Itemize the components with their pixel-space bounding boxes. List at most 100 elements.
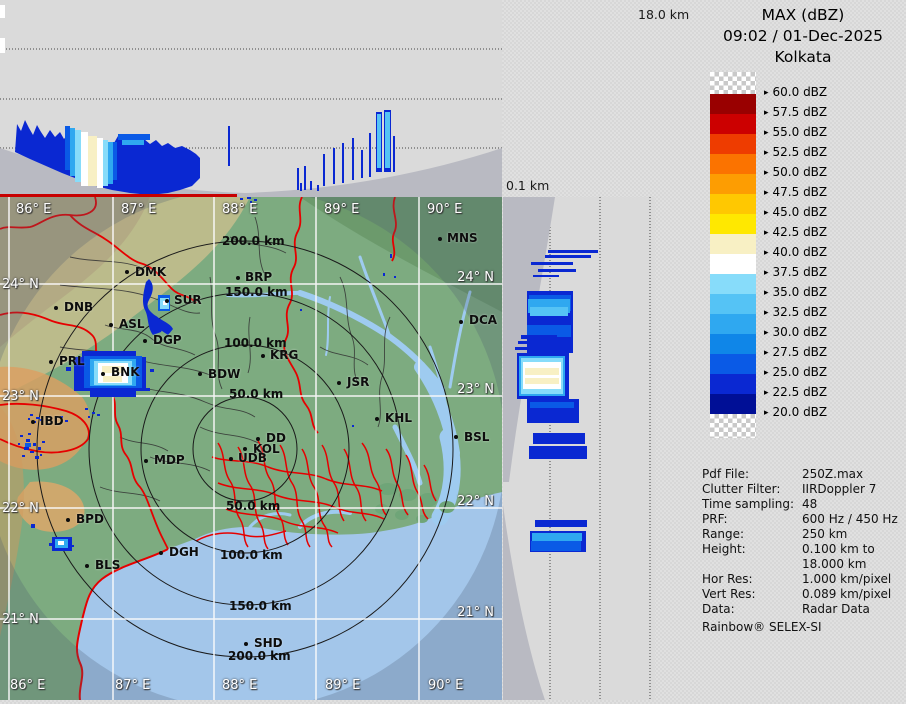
height-max-label: 18.0 km [638, 7, 690, 22]
legend-tick: ▸ 60.0 dBZ [764, 84, 827, 100]
city-dot [261, 354, 265, 358]
legend-band [710, 334, 756, 354]
grid-labels: 86° E 87° E 88° E 89° E 90° E 86° E 87° E 88° E… [2, 202, 494, 693]
radar-echo [66, 367, 71, 371]
meta-row: Data: Radar Data [702, 602, 904, 617]
legend-band [710, 134, 756, 154]
radar-echo [533, 275, 559, 277]
legend-tick: ▸ 35.0 dBZ [764, 284, 827, 300]
meta-value: 0.089 km/pixel [802, 587, 892, 601]
city-label: ASL [119, 317, 145, 331]
radar-echo [317, 185, 319, 191]
radar-echo [40, 419, 42, 421]
meta-value: 18.000 km [802, 557, 867, 571]
tick-arrow-icon: ▸ [764, 308, 769, 318]
radar-echo [65, 420, 68, 422]
radar-echo [527, 325, 571, 337]
radar-echo [530, 307, 568, 316]
radar-echo [254, 199, 257, 201]
color-scale [710, 72, 756, 438]
city-dot [49, 360, 53, 364]
meta-row: Time sampling: 48 [702, 497, 904, 512]
radar-echo [18, 443, 20, 445]
radar-echo [75, 130, 81, 182]
grid-label: 86° E [10, 678, 45, 693]
tick-arrow-icon: ▸ [764, 128, 769, 138]
radar-echo [22, 455, 25, 457]
tick-arrow-icon: ▸ [764, 408, 769, 418]
city-label: DGP [153, 333, 182, 347]
legend-band [710, 194, 756, 214]
meta-value: 600 Hz / 450 Hz [802, 512, 898, 526]
meta-value: 250 km [802, 527, 848, 541]
city-label: DD [266, 431, 286, 445]
legend-tick: ▸ 45.0 dBZ [764, 204, 827, 220]
legend-tick-label: 25.0 dBZ [772, 365, 828, 379]
radar-echo [38, 447, 41, 450]
radar-echo [515, 347, 533, 350]
legend-tick: ▸ 57.5 dBZ [764, 104, 827, 120]
tick-arrow-icon: ▸ [764, 248, 769, 258]
city-label: SHD [254, 636, 283, 650]
radar-echo [228, 126, 230, 166]
radar-echo [36, 417, 40, 419]
radar-echo [394, 276, 396, 278]
legend-tick: ▸ 52.5 dBZ [764, 144, 827, 160]
grid-label: 89° E [325, 678, 360, 693]
city-dot [109, 323, 113, 327]
range-ring-label: 200.0 km [222, 234, 285, 248]
radar-echo [385, 112, 390, 168]
tick-arrow-icon: ▸ [764, 188, 769, 198]
tick-arrow-icon: ▸ [764, 388, 769, 398]
radar-echo [529, 446, 587, 459]
meta-row: Vert Res: 0.089 km/pixel [702, 587, 904, 602]
city-label: DNB [64, 300, 93, 314]
city-label: UDB [238, 451, 267, 465]
meta-row: PRF: 600 Hz / 450 Hz [702, 512, 904, 527]
tick-arrow-icon: ▸ [764, 168, 769, 178]
legend-band [710, 274, 756, 294]
city-dot [165, 299, 169, 303]
city-dot [229, 457, 233, 461]
radar-echo [521, 335, 557, 339]
radar-echo [88, 416, 90, 418]
legend-tick: ▸ 27.5 dBZ [764, 344, 827, 360]
meta-value: Radar Data [802, 602, 870, 616]
city-dot [244, 642, 248, 646]
range-ring-label: 200.0 km [228, 649, 291, 663]
legend-band [710, 154, 756, 174]
radar-echo [300, 309, 302, 311]
axis-tick [0, 38, 5, 53]
radar-echo [323, 154, 325, 186]
radar-echo [531, 541, 581, 551]
city-label: BRP [245, 270, 272, 284]
meta-label: Data: [702, 602, 735, 616]
legend-tick-label: 32.5 dBZ [772, 305, 828, 319]
legend-tick-label: 55.0 dBZ [772, 125, 828, 139]
meta-label: Range: [702, 527, 745, 541]
legend-tick: ▸ 20.0 dBZ [764, 404, 827, 420]
meta-value: 1.000 km/pixel [802, 572, 892, 586]
radar-echo [377, 114, 381, 168]
legend-band [710, 314, 756, 334]
tick-arrow-icon: ▸ [764, 208, 769, 218]
grid-label: 21° N [2, 612, 39, 627]
radar-echo [103, 140, 108, 186]
ring-labels: 200.0 km 150.0 km 100.0 km 50.0 km 50.0 km 10… [220, 234, 292, 663]
tick-arrow-icon: ▸ [764, 268, 769, 278]
legend-tick-label: 42.5 dBZ [772, 225, 828, 239]
radar-echo [533, 433, 585, 444]
radar-echo [71, 545, 74, 547]
city-label: BDW [208, 367, 240, 381]
radar-echo [310, 181, 312, 190]
legend-tick-label: 57.5 dBZ [772, 105, 828, 119]
legend-band [710, 374, 756, 394]
legend-tick-label: 60.0 dBZ [772, 85, 828, 99]
radar-echo [352, 138, 354, 180]
legend-band [710, 294, 756, 314]
grid-label: 88° E [222, 202, 257, 217]
product-name: MAX (dBZ) [761, 6, 845, 24]
legend-band [710, 254, 756, 274]
city-dot [31, 420, 35, 424]
beam-blockage-mask [503, 505, 545, 700]
